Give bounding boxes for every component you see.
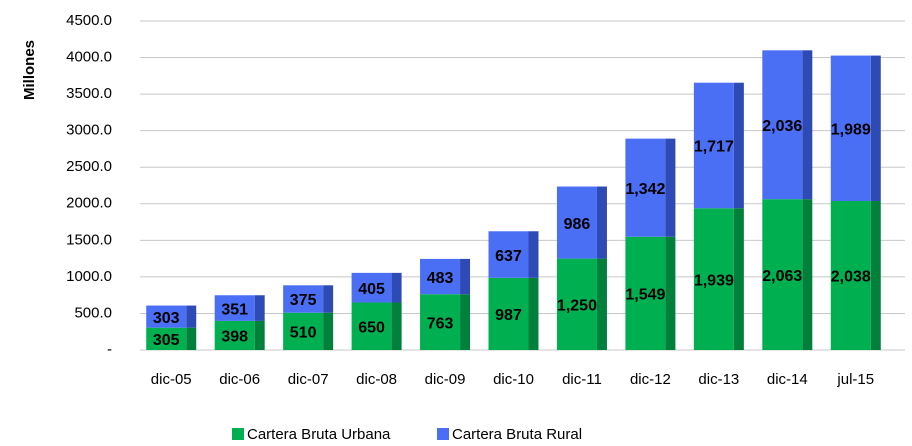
bar bbox=[488, 277, 529, 350]
y-axis-label: Millones bbox=[21, 40, 38, 100]
bar-side bbox=[254, 295, 265, 321]
bar bbox=[488, 231, 529, 278]
value-label: 303 bbox=[153, 310, 180, 327]
y-tick-label: 3000.0 bbox=[66, 122, 112, 139]
bar-side bbox=[802, 199, 813, 350]
bar bbox=[830, 55, 871, 201]
bar bbox=[556, 186, 597, 259]
bar-side bbox=[323, 312, 334, 350]
bar-side bbox=[665, 236, 676, 350]
y-tick-label: 1000.0 bbox=[66, 268, 112, 285]
value-label: 637 bbox=[495, 248, 522, 265]
bar bbox=[214, 320, 255, 350]
bar-side bbox=[391, 272, 402, 303]
bar-side bbox=[596, 258, 607, 350]
bar bbox=[283, 285, 324, 313]
bar-side bbox=[323, 285, 334, 313]
value-label: 510 bbox=[290, 325, 317, 342]
bar bbox=[762, 50, 803, 200]
value-label: 2,063 bbox=[762, 268, 802, 285]
bar bbox=[146, 327, 187, 350]
bar-side bbox=[870, 55, 881, 201]
legend-swatch bbox=[232, 428, 244, 440]
bar bbox=[351, 272, 392, 303]
bar bbox=[830, 200, 871, 350]
value-label: 1,989 bbox=[831, 122, 871, 139]
bar bbox=[693, 208, 734, 350]
x-tick-label: dic-11 bbox=[562, 371, 602, 388]
value-label: 405 bbox=[358, 281, 385, 298]
value-label: 763 bbox=[427, 315, 454, 332]
value-label: 1,717 bbox=[694, 139, 734, 156]
legend-swatch bbox=[437, 428, 449, 440]
legend-label: Cartera Bruta Urbana bbox=[247, 426, 391, 443]
y-tick-label: 2500.0 bbox=[66, 158, 112, 175]
x-tick-label: dic-08 bbox=[356, 371, 397, 388]
value-label: 1,342 bbox=[625, 181, 665, 198]
bar-side bbox=[391, 302, 402, 350]
bar-side bbox=[802, 50, 813, 200]
x-tick-label: dic-07 bbox=[288, 371, 329, 388]
bar bbox=[625, 138, 666, 237]
bar-side bbox=[460, 294, 471, 350]
bar bbox=[146, 305, 187, 328]
bar-side bbox=[870, 200, 881, 350]
bar bbox=[762, 199, 803, 350]
x-tick-label: dic-10 bbox=[493, 371, 534, 388]
y-tick-label: 4000.0 bbox=[66, 49, 112, 66]
bar-side bbox=[665, 138, 676, 237]
bar bbox=[283, 312, 324, 350]
value-label: 1,939 bbox=[694, 272, 734, 289]
x-tick-label: dic-09 bbox=[425, 371, 466, 388]
bar-side bbox=[596, 186, 607, 259]
value-label: 650 bbox=[358, 319, 385, 336]
bar bbox=[420, 258, 461, 295]
y-tick-label: 3500.0 bbox=[66, 85, 112, 102]
bar bbox=[420, 294, 461, 350]
value-label: 483 bbox=[427, 270, 454, 287]
bar-side bbox=[186, 327, 197, 350]
bar bbox=[351, 302, 392, 350]
x-tick-label: jul-15 bbox=[836, 371, 874, 388]
value-label: 305 bbox=[153, 332, 180, 349]
bar-side bbox=[528, 277, 539, 350]
bar-side bbox=[460, 258, 471, 295]
value-label: 986 bbox=[564, 216, 591, 233]
value-label: 2,038 bbox=[831, 269, 871, 286]
y-tick-label: 500.0 bbox=[74, 304, 112, 321]
bar-side bbox=[528, 231, 539, 278]
x-tick-label: dic-13 bbox=[698, 371, 739, 388]
x-tick-label: dic-06 bbox=[219, 371, 260, 388]
bar-side bbox=[733, 208, 744, 350]
value-label: 351 bbox=[221, 301, 248, 318]
value-label: 1,549 bbox=[625, 287, 665, 304]
legend-label: Cartera Bruta Rural bbox=[452, 426, 582, 443]
y-tick-label: 1500.0 bbox=[66, 231, 112, 248]
value-label: 2,036 bbox=[762, 118, 802, 135]
x-tick-label: dic-05 bbox=[151, 371, 192, 388]
bar bbox=[693, 82, 734, 209]
bar bbox=[214, 295, 255, 321]
x-tick-label: dic-14 bbox=[767, 371, 808, 388]
value-label: 987 bbox=[495, 307, 522, 324]
bar-side bbox=[254, 320, 265, 350]
y-tick-label: 2000.0 bbox=[66, 195, 112, 212]
value-label: 1,250 bbox=[557, 298, 597, 315]
value-label: 375 bbox=[290, 292, 317, 309]
bar-side bbox=[733, 82, 744, 209]
y-tick-label: 4500.0 bbox=[66, 12, 112, 29]
value-label: 398 bbox=[221, 329, 248, 346]
bar bbox=[556, 258, 597, 350]
x-tick-label: dic-12 bbox=[630, 371, 671, 388]
bar-side bbox=[186, 305, 197, 328]
y-tick-label: - bbox=[107, 341, 112, 358]
bar bbox=[625, 236, 666, 350]
